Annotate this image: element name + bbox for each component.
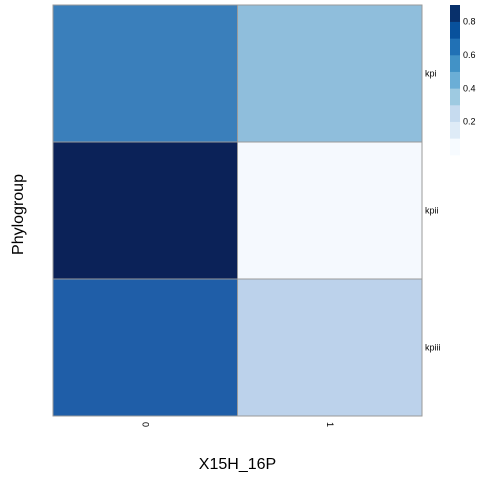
colorbar: 0.2 0.4 0.6 0.8 bbox=[450, 5, 476, 156]
heatmap-cell-kpi-0 bbox=[52, 4, 238, 143]
y-tick-label: kpii bbox=[425, 206, 439, 216]
colorbar-swatch bbox=[450, 121, 460, 139]
heatmap-cell-kpii-0 bbox=[52, 141, 238, 280]
heatmap-cell-kpiii-0 bbox=[52, 278, 238, 417]
y-tick-label: kpiii bbox=[425, 343, 441, 353]
x-tick-label: 0 bbox=[140, 422, 150, 427]
heatmap-cell-kpii-1 bbox=[237, 141, 423, 280]
colorbar-swatch bbox=[450, 38, 460, 56]
y-tick-label: kpi bbox=[425, 69, 437, 79]
heatmap-cell-kpi-1 bbox=[237, 4, 423, 143]
colorbar-swatch bbox=[450, 88, 460, 106]
x-axis-title: X15H_16P bbox=[199, 456, 276, 473]
colorbar-swatch bbox=[450, 5, 460, 22]
heatmap-cells bbox=[52, 4, 423, 417]
plot-frame bbox=[52, 4, 423, 417]
y-axis-title: Phylogroup bbox=[10, 174, 27, 255]
heatmap-cell-kpiii-1 bbox=[237, 278, 423, 417]
colorbar-swatch bbox=[450, 21, 460, 39]
colorbar-tick-label: 0.2 bbox=[463, 117, 476, 127]
colorbar-tick-label: 0.4 bbox=[463, 83, 476, 93]
colorbar-swatch bbox=[450, 138, 460, 156]
x-tick-label: 1 bbox=[325, 422, 335, 427]
colorbar-tick-label: 0.8 bbox=[463, 17, 476, 27]
colorbar-swatch bbox=[450, 55, 460, 72]
colorbar-swatch bbox=[450, 71, 460, 89]
colorbar-swatch bbox=[450, 105, 460, 122]
colorbar-tick-label: 0.6 bbox=[463, 50, 476, 60]
y-tick-labels: kpi kpii kpiii bbox=[425, 69, 441, 353]
